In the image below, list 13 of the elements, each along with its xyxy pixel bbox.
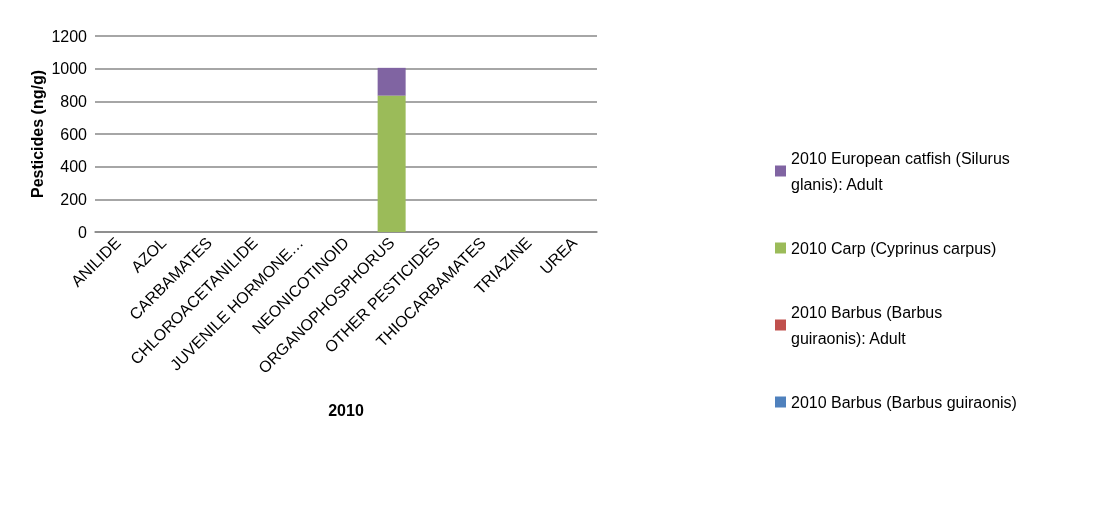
y-tick-label: 800 <box>60 92 88 110</box>
y-tick-label: 0 <box>78 223 88 241</box>
y-tick-label: 400 <box>60 158 88 176</box>
y-tick-label: 600 <box>60 125 88 143</box>
y-axis-title: Pesticides (ng/g) <box>28 69 46 199</box>
legend-label: 2010 Barbus (Barbus guiraonis): Adult <box>791 303 947 347</box>
legend-label: 2010 Carp (Cyprinus carpus) <box>791 239 997 257</box>
y-tick-label: 200 <box>60 190 88 208</box>
legend-label: 2010 European catfish (Silurus glanis): Adult <box>791 149 1015 193</box>
legend-label: 2010 Barbus (Barbus guiraonis) <box>791 393 1017 411</box>
y-tick-label: 1000 <box>51 60 88 78</box>
x-axis-title: 2010 <box>328 401 364 419</box>
y-tick-label: 1200 <box>51 27 88 45</box>
